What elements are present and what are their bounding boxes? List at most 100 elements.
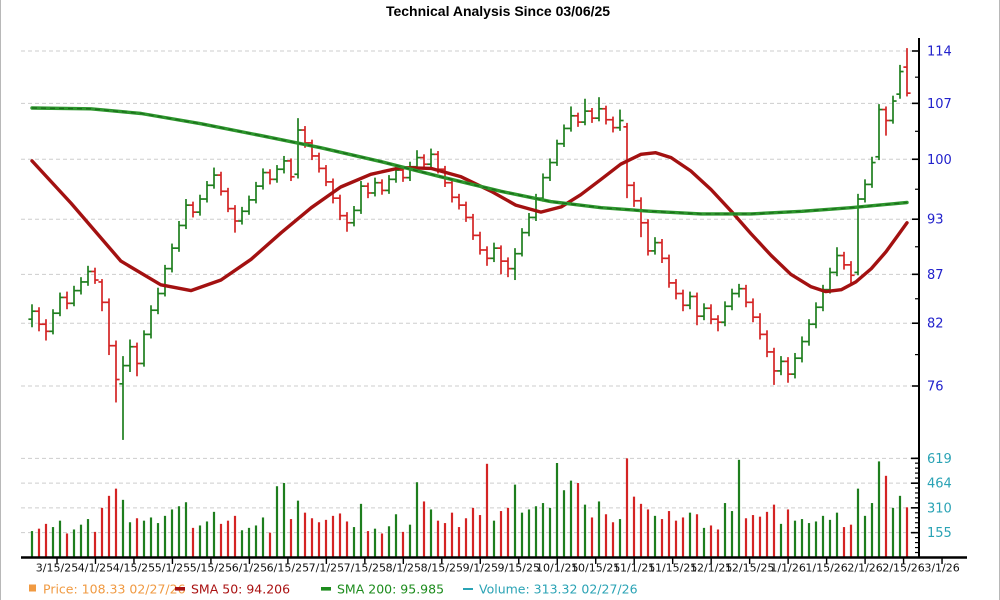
- x-tick-label: 12/1/25: [690, 562, 732, 575]
- volume-bar: [478, 515, 482, 558]
- volume-bar: [149, 517, 153, 558]
- volume-bar: [289, 519, 293, 558]
- sma200-line-core: [31, 107, 908, 215]
- volume-bar: [443, 523, 447, 558]
- volume-bar: [345, 521, 349, 558]
- volume-bar: [282, 483, 286, 558]
- price-tick-label: 76: [927, 380, 944, 395]
- x-tick-label: 9/1/25: [463, 562, 498, 575]
- price-legend-marker: [29, 584, 36, 592]
- volume-bar: [58, 520, 62, 558]
- volume-bar: [303, 512, 307, 558]
- volume-bar: [625, 458, 629, 558]
- volume-tick-label: 619: [927, 452, 952, 467]
- volume-bar: [534, 506, 538, 558]
- volume-bar: [401, 531, 405, 558]
- sma50-legend-label: SMA 50: 94.206: [191, 582, 290, 597]
- volume-bar: [723, 503, 727, 558]
- volume-bar: [415, 482, 419, 558]
- chart-title: Technical Analysis Since 03/06/25: [386, 3, 610, 19]
- volume-bar: [583, 504, 587, 558]
- volume-bar: [121, 499, 125, 558]
- volume-bar: [499, 511, 503, 558]
- volume-bar: [205, 521, 209, 558]
- volume-bar: [422, 501, 426, 558]
- volume-tick-label: 155: [927, 526, 952, 541]
- volume-bar: [177, 506, 181, 558]
- volume-bar: [464, 518, 468, 558]
- volume-bar: [471, 507, 475, 558]
- volume-tick-label: 464: [927, 477, 952, 492]
- sma200-legend-marker: [321, 587, 331, 591]
- x-tick-label: 8/15/25: [421, 562, 463, 575]
- volume-bar: [100, 507, 104, 558]
- x-tick-label: 12/15/25: [725, 562, 774, 575]
- volume-bar: [310, 518, 314, 558]
- volume-bar: [702, 527, 706, 558]
- volume-bar: [772, 504, 776, 558]
- volume-bar: [226, 520, 230, 558]
- x-tick-label: 6/1/25: [232, 562, 267, 575]
- volume-bar: [198, 525, 202, 558]
- x-tick-label: 10/15/25: [571, 562, 620, 575]
- volume-bar: [44, 523, 48, 558]
- volume-bar: [856, 488, 860, 558]
- volume-bar: [65, 533, 69, 558]
- volume-bar: [674, 520, 678, 558]
- volume-bar: [254, 525, 258, 558]
- volume-bar: [233, 515, 237, 558]
- legend-group: Price: 108.33 02/27/26 SMA 50: 94.206 SMA …: [29, 582, 638, 597]
- volume-bar: [863, 515, 867, 558]
- volume-bar: [667, 511, 671, 558]
- volume-bar: [835, 512, 839, 558]
- volume-bar: [646, 509, 650, 558]
- volume-bar: [30, 531, 34, 558]
- x-tick-label: 7/15/25: [344, 562, 386, 575]
- volume-bar: [555, 463, 559, 558]
- volume-bar: [842, 527, 846, 558]
- volume-bar: [128, 522, 132, 558]
- volume-bar: [51, 527, 55, 558]
- sma50-legend-marker: [175, 587, 185, 591]
- sma200-line: [30, 106, 909, 216]
- volume-bar: [639, 503, 643, 558]
- volume-bar: [884, 475, 888, 558]
- volume-bar: [114, 488, 118, 558]
- volume-bar: [170, 509, 174, 558]
- volume-bar: [730, 511, 734, 558]
- volume-bar: [457, 527, 461, 558]
- volume-bar: [331, 515, 335, 558]
- volume-bar: [191, 527, 195, 558]
- volume-bar: [576, 483, 580, 558]
- x-tick-label: 10/1/25: [536, 562, 578, 575]
- volume-bar: [317, 522, 321, 558]
- volume-bar: [107, 495, 111, 558]
- volume-bar: [877, 461, 881, 558]
- price-tick-label: 82: [927, 317, 944, 332]
- price-tick-label: 100: [927, 153, 952, 168]
- price-tick-label: 107: [927, 97, 952, 112]
- volume-bar: [506, 507, 510, 558]
- volume-bar: [744, 518, 748, 558]
- volume-bar: [513, 484, 517, 558]
- volume-bar: [793, 520, 797, 558]
- volume-bar: [807, 523, 811, 558]
- x-tick-label: 3/15/25: [36, 562, 78, 575]
- volume-bar: [436, 520, 440, 558]
- volume-bar: [898, 495, 902, 558]
- volume-bar: [695, 514, 699, 558]
- sma50-line: [30, 151, 909, 294]
- volume-bar: [380, 533, 384, 558]
- volume-bar: [653, 515, 657, 558]
- x-tick-label: 4/15/25: [113, 562, 155, 575]
- volume-bar: [786, 509, 790, 558]
- volume-bar: [135, 518, 139, 558]
- price-legend-label: Price: 108.33 02/27/26: [43, 582, 186, 597]
- x-tick-label: 5/15/25: [190, 562, 232, 575]
- volume-bar: [814, 521, 818, 558]
- volume-legend-marker: [463, 588, 473, 590]
- x-tick-label: 7/1/25: [309, 562, 344, 575]
- x-tick-label: 2/15/26: [882, 562, 924, 575]
- volume-bar: [737, 459, 741, 558]
